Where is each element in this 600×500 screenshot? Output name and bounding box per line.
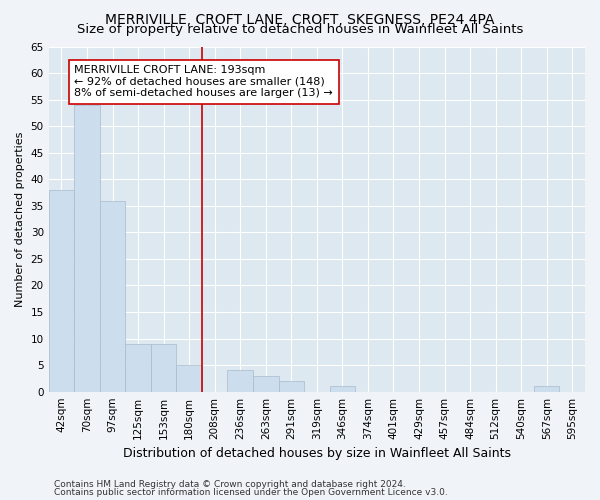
Bar <box>278 381 304 392</box>
Bar <box>176 365 202 392</box>
Bar <box>151 344 176 392</box>
Bar <box>125 344 151 392</box>
Bar <box>74 105 100 392</box>
Bar <box>253 376 278 392</box>
Y-axis label: Number of detached properties: Number of detached properties <box>15 132 25 307</box>
X-axis label: Distribution of detached houses by size in Wainfleet All Saints: Distribution of detached houses by size … <box>123 447 511 460</box>
Bar <box>100 200 125 392</box>
Bar <box>227 370 253 392</box>
Bar <box>329 386 355 392</box>
Text: MERRIVILLE, CROFT LANE, CROFT, SKEGNESS, PE24 4PA: MERRIVILLE, CROFT LANE, CROFT, SKEGNESS,… <box>105 12 495 26</box>
Text: MERRIVILLE CROFT LANE: 193sqm
← 92% of detached houses are smaller (148)
8% of s: MERRIVILLE CROFT LANE: 193sqm ← 92% of d… <box>74 65 333 98</box>
Text: Contains public sector information licensed under the Open Government Licence v3: Contains public sector information licen… <box>54 488 448 497</box>
Text: Contains HM Land Registry data © Crown copyright and database right 2024.: Contains HM Land Registry data © Crown c… <box>54 480 406 489</box>
Bar <box>49 190 74 392</box>
Bar <box>534 386 559 392</box>
Text: Size of property relative to detached houses in Wainfleet All Saints: Size of property relative to detached ho… <box>77 22 523 36</box>
